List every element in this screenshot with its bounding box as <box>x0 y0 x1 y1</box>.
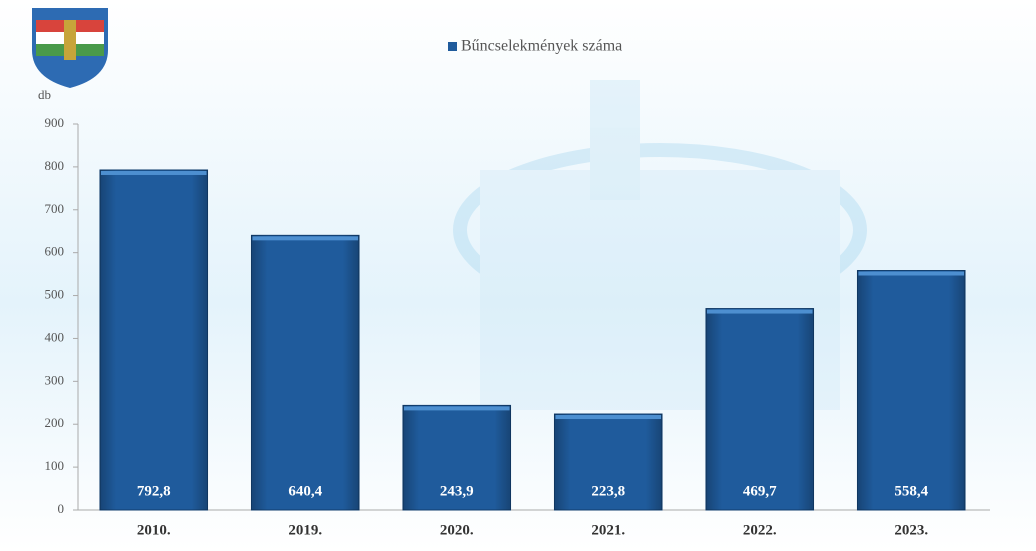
x-tick-label: 2010. <box>137 522 171 538</box>
y-tick-label: 600 <box>45 244 65 259</box>
y-axis-label: db <box>38 87 51 102</box>
y-tick-label: 0 <box>58 501 65 516</box>
y-tick-label: 300 <box>45 372 65 387</box>
x-tick-label: 2023. <box>894 522 928 538</box>
legend-swatch <box>448 42 457 51</box>
y-tick-label: 100 <box>45 458 65 473</box>
y-tick-label: 800 <box>45 158 65 173</box>
bar-highlight <box>706 309 813 314</box>
bar-highlight <box>555 415 662 420</box>
emblem <box>32 8 108 88</box>
value-label: 792,8 <box>137 483 171 499</box>
bar-shade <box>705 308 814 510</box>
value-label: 469,7 <box>743 483 777 499</box>
bar-shade <box>99 169 208 511</box>
bar-highlight <box>252 236 359 241</box>
y-tick-label: 700 <box>45 201 65 216</box>
value-label: 558,4 <box>894 483 928 499</box>
x-tick-label: 2020. <box>440 522 474 538</box>
y-tick-label: 500 <box>45 287 65 302</box>
bar-shade <box>251 235 360 511</box>
bar-shade <box>402 405 511 510</box>
y-tick-label: 400 <box>45 329 65 344</box>
legend-label: Bűncselekmények száma <box>461 38 622 55</box>
y-tick-label: 200 <box>45 415 65 430</box>
bar-highlight <box>100 170 207 175</box>
value-label: 640,4 <box>288 483 322 499</box>
x-tick-label: 2022. <box>743 522 777 538</box>
x-tick-label: 2019. <box>288 522 322 538</box>
value-label: 243,9 <box>440 483 474 499</box>
y-tick-label: 900 <box>45 115 65 130</box>
bar-highlight <box>403 406 510 411</box>
x-tick-label: 2021. <box>591 522 625 538</box>
bar-shade <box>857 270 966 510</box>
bar-highlight <box>858 271 965 276</box>
value-label: 223,8 <box>591 483 625 499</box>
bar-shade <box>554 414 663 510</box>
background-building <box>453 80 867 410</box>
